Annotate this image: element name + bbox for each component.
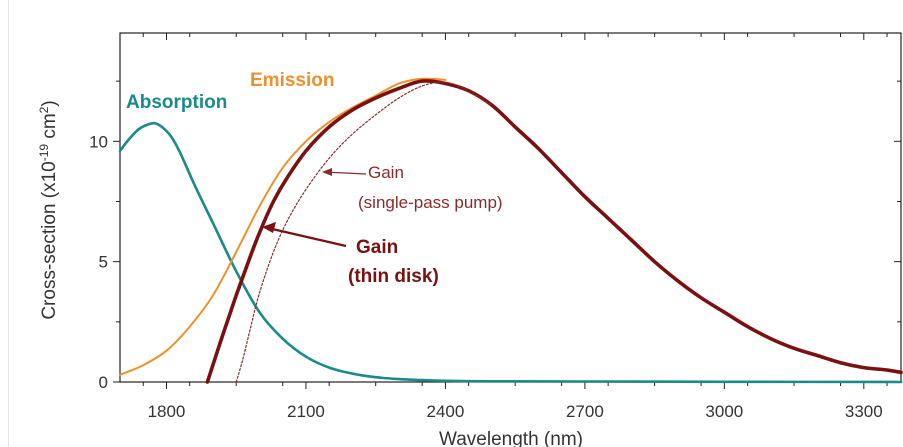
y-axis-title-sup1: -19 [37,144,51,162]
y-axis-title-prefix: Cross-section (x10 [39,161,60,319]
annotation-gain-single-line2: (single-pass pump) [358,193,503,212]
series-line-absorption [118,121,903,384]
annotation-gain-thin-line2: (thin disk) [348,266,439,287]
annotation-arrowhead-gain-thin [262,222,276,233]
y-axis-title: Cross-section (x10-19 cm2) [37,100,60,319]
series-layer [118,77,903,384]
y-tick-label: 10 [89,132,108,151]
y-axis-title-mid: cm [39,113,60,144]
y-tick-label: 5 [99,253,108,272]
x-axis-title: Wavelength (nm) [439,429,583,447]
page-left-rule [8,0,9,447]
y-tick-label: 0 [99,373,108,392]
series-line-gain-thin-disk [205,79,903,384]
annotation-absorption: Absorption [126,92,227,113]
annotation-arrow-gain-thin [267,226,347,248]
tick-labels: 1800 2100 2400 2700 3000 3300 0 5 10 [89,132,883,421]
x-tick-label: 1800 [148,402,186,421]
y-axis-title-suffix: ) [39,100,60,106]
x-tick-label: 3000 [705,402,743,421]
x-tick-label: 2100 [287,402,325,421]
annotation-gain-thin-line1: Gain [356,237,398,258]
x-tick-label: 2700 [566,402,604,421]
annotation-gain-single-line1: Gain [368,163,404,182]
series-line-gain-single-pass-pump [235,81,493,383]
x-tick-label: 3300 [845,402,883,421]
annotation-arrowhead-gain-single [322,168,332,176]
y-axis-title-sup2: 2 [37,106,51,113]
axis-ticks [113,33,901,389]
x-tick-label: 2400 [427,402,465,421]
plot-frame [119,32,902,383]
series-line-emission [119,77,447,376]
annotation-emission: Emission [250,70,334,91]
